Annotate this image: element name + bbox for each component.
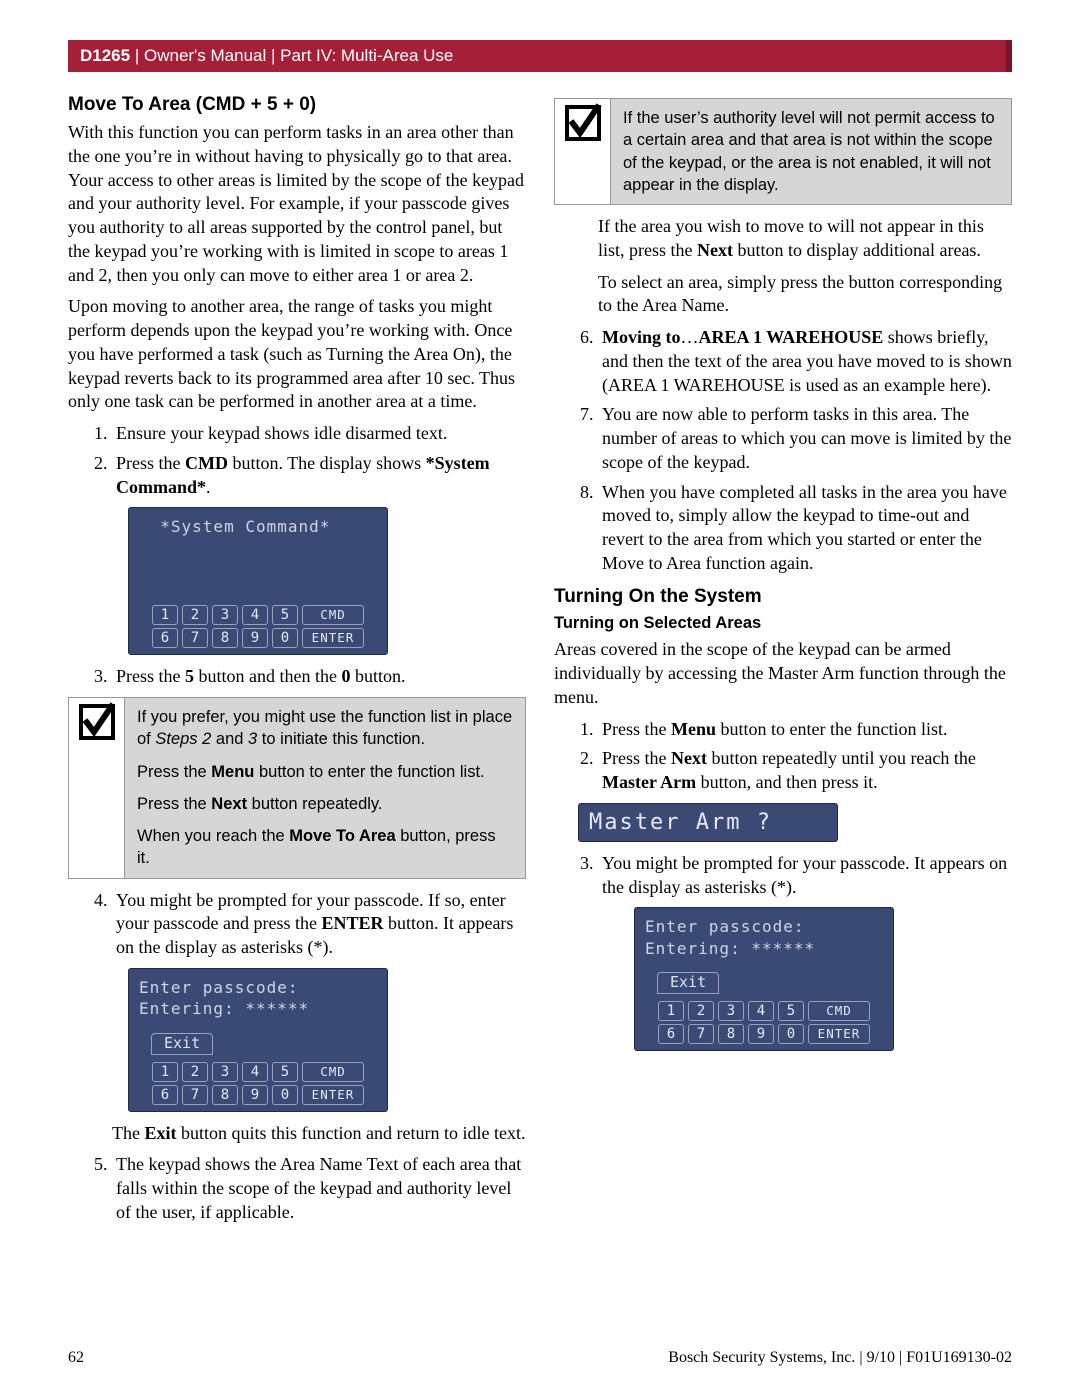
lcd-enter-passcode-right: Enter passcode: Entering: ****** Exit 1 … <box>634 907 894 1051</box>
step-6: Moving to…AREA 1 WAREHOUSE shows briefly… <box>598 326 1012 397</box>
doc-header: D1265 | Owner's Manual | Part IV: Multi-… <box>68 40 1012 72</box>
step-2: Press the CMD button. The display shows … <box>112 452 526 500</box>
model-label: D1265 <box>80 46 130 65</box>
keypad-row-1: 1 2 3 4 5 CMD <box>641 1001 887 1021</box>
key-2[interactable]: 2 <box>182 605 208 625</box>
note-alternative-method: If you prefer, you might use the functio… <box>68 697 526 879</box>
key-cmd[interactable]: CMD <box>808 1001 870 1021</box>
step-5: The keypad shows the Area Name Text of e… <box>112 1153 526 1224</box>
heading-turning-on: Turning On the System <box>554 584 1012 609</box>
step-4: You might be prompted for your passcode.… <box>112 889 526 960</box>
lcd-master-arm: Master Arm ? <box>578 803 838 842</box>
key-9[interactable]: 9 <box>242 628 268 648</box>
check-icon <box>555 99 611 204</box>
key-4[interactable]: 4 <box>242 605 268 625</box>
softkey-exit[interactable]: Exit <box>657 972 719 994</box>
key-1[interactable]: 1 <box>152 1062 178 1082</box>
key-5[interactable]: 5 <box>272 605 298 625</box>
lcd-screen: Enter passcode: Entering: ****** <box>641 914 887 972</box>
step-3: Press the 5 button and then the 0 button… <box>112 665 526 689</box>
key-3[interactable]: 3 <box>718 1001 744 1021</box>
steps-turn-on: Press the Menu button to enter the funct… <box>554 718 1012 795</box>
step-8: When you have completed all tasks in the… <box>598 481 1012 576</box>
lcd-enter-passcode-left: Enter passcode: Entering: ****** Exit 1 … <box>128 968 388 1112</box>
turn-step-3: You might be prompted for your passcode.… <box>598 852 1012 900</box>
key-cmd[interactable]: CMD <box>302 1062 364 1082</box>
key-4[interactable]: 4 <box>242 1062 268 1082</box>
key-2[interactable]: 2 <box>182 1062 208 1082</box>
key-1[interactable]: 1 <box>658 1001 684 1021</box>
keypad-row-2: 6 7 8 9 0 ENTER <box>135 1085 381 1105</box>
key-8[interactable]: 8 <box>212 628 238 648</box>
lcd-system-command: *System Command* 1 2 3 4 5 CMD 6 7 8 9 0… <box>128 507 388 655</box>
key-3[interactable]: 3 <box>212 1062 238 1082</box>
keypad-row-2: 6 7 8 9 0 ENTER <box>641 1024 887 1044</box>
note-text: If the user’s authority level will not p… <box>611 99 1011 204</box>
key-1[interactable]: 1 <box>152 605 178 625</box>
steps-list-left-4: The keypad shows the Area Name Text of e… <box>68 1153 526 1224</box>
key-4[interactable]: 4 <box>748 1001 774 1021</box>
left-column: Move To Area (CMD + 5 + 0) With this fun… <box>68 92 526 1233</box>
footer-meta: Bosch Security Systems, Inc. | 9/10 | F0… <box>668 1349 1012 1367</box>
steps-list-left-2: Press the 5 button and then the 0 button… <box>68 665 526 689</box>
key-0[interactable]: 0 <box>778 1024 804 1044</box>
key-7[interactable]: 7 <box>688 1024 714 1044</box>
check-icon <box>69 698 125 878</box>
keypad-row-1: 1 2 3 4 5 CMD <box>135 1062 381 1082</box>
key-3[interactable]: 3 <box>212 605 238 625</box>
lcd-screen: Enter passcode: Entering: ****** <box>135 975 381 1033</box>
steps-turn-on-2: You might be prompted for your passcode.… <box>554 852 1012 900</box>
note-authority-level: If the user’s authority level will not p… <box>554 98 1012 205</box>
intro-para-2: Upon moving to another area, the range o… <box>68 295 526 414</box>
key-9[interactable]: 9 <box>748 1024 774 1044</box>
keypad-row-1: 1 2 3 4 5 CMD <box>135 605 381 625</box>
softkey-exit[interactable]: Exit <box>151 1033 213 1055</box>
turn-step-1: Press the Menu button to enter the funct… <box>598 718 1012 742</box>
key-6[interactable]: 6 <box>658 1024 684 1044</box>
page-number: 62 <box>68 1349 84 1367</box>
steps-list-left: Ensure your keypad shows idle disarmed t… <box>68 422 526 499</box>
turn-step-2: Press the Next button repeatedly until y… <box>598 747 1012 795</box>
step-1: Ensure your keypad shows idle disarmed t… <box>112 422 526 446</box>
page-footer: 62 Bosch Security Systems, Inc. | 9/10 |… <box>68 1349 1012 1367</box>
key-7[interactable]: 7 <box>182 1085 208 1105</box>
note-text: If you prefer, you might use the functio… <box>125 698 525 878</box>
subheading-selected-areas: Turning on Selected Areas <box>554 613 1012 635</box>
step-7: You are now able to perform tasks in thi… <box>598 403 1012 474</box>
softkey-row: Exit <box>135 1033 381 1059</box>
right-column: If the user’s authority level will not p… <box>554 92 1012 1233</box>
heading-move-to-area: Move To Area (CMD + 5 + 0) <box>68 92 526 117</box>
key-enter[interactable]: ENTER <box>808 1024 870 1044</box>
key-enter[interactable]: ENTER <box>302 628 364 648</box>
key-7[interactable]: 7 <box>182 628 208 648</box>
key-0[interactable]: 0 <box>272 1085 298 1105</box>
key-5[interactable]: 5 <box>778 1001 804 1021</box>
turn-on-intro: Areas covered in the scope of the keypad… <box>554 638 1012 709</box>
key-enter[interactable]: ENTER <box>302 1085 364 1105</box>
key-5[interactable]: 5 <box>272 1062 298 1082</box>
intro-para-1: With this function you can perform tasks… <box>68 121 526 287</box>
key-0[interactable]: 0 <box>272 628 298 648</box>
key-8[interactable]: 8 <box>718 1024 744 1044</box>
lcd-screen: *System Command* <box>135 514 381 572</box>
softkey-row: Exit <box>641 972 887 998</box>
key-8[interactable]: 8 <box>212 1085 238 1105</box>
key-2[interactable]: 2 <box>688 1001 714 1021</box>
key-6[interactable]: 6 <box>152 1085 178 1105</box>
key-9[interactable]: 9 <box>242 1085 268 1105</box>
key-cmd[interactable]: CMD <box>302 605 364 625</box>
steps-list-left-3: You might be prompted for your passcode.… <box>68 889 526 960</box>
key-6[interactable]: 6 <box>152 628 178 648</box>
steps-list-right: Moving to…AREA 1 WAREHOUSE shows briefly… <box>554 326 1012 576</box>
keypad-row-2: 6 7 8 9 0 ENTER <box>135 628 381 648</box>
